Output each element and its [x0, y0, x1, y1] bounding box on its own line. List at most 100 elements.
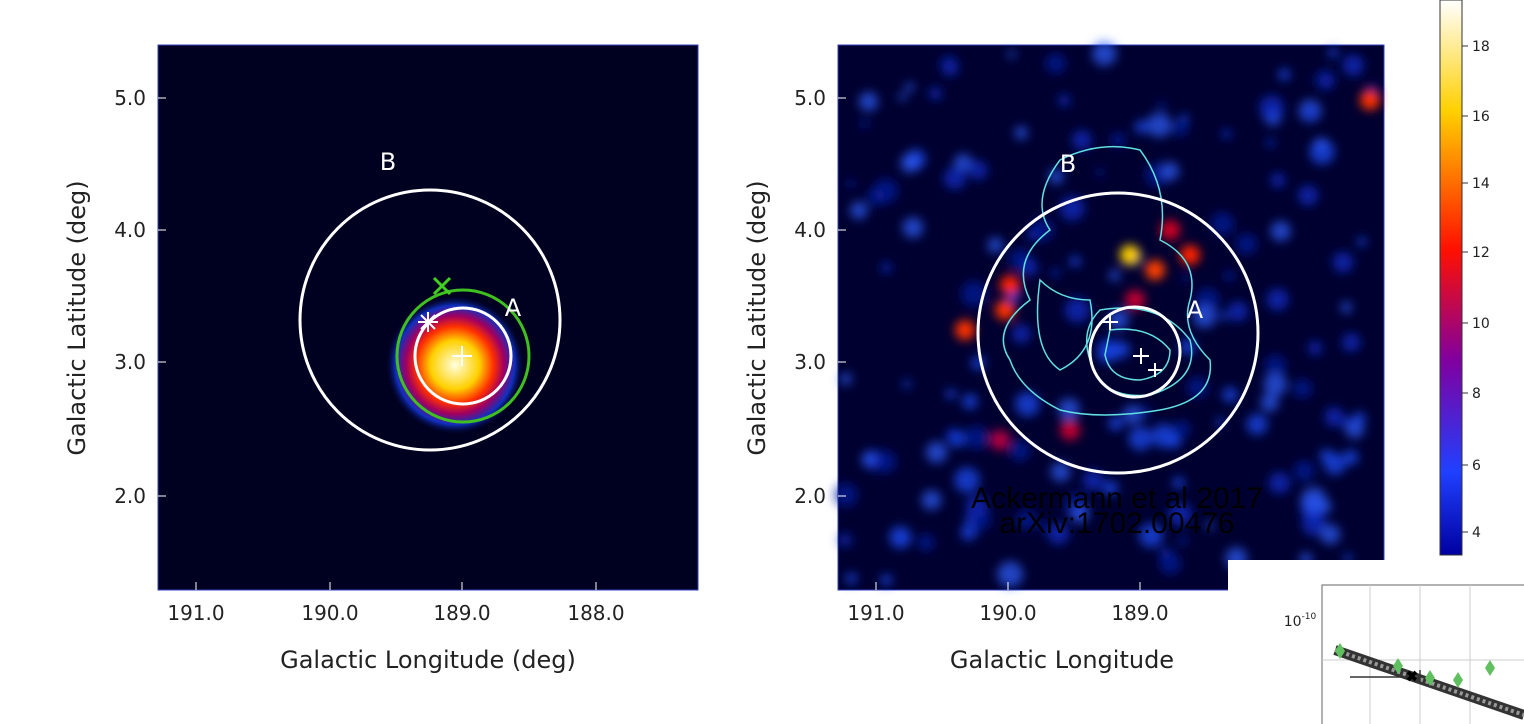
noise-spot	[954, 467, 980, 493]
noise-spot	[1324, 407, 1345, 427]
region-label: B	[380, 148, 396, 176]
noise-spot	[1222, 386, 1238, 403]
hot-spot	[1120, 245, 1140, 265]
noise-spot	[1108, 415, 1124, 431]
inset-star	[1406, 670, 1418, 682]
noise-spot	[1008, 439, 1031, 462]
hot-spot	[1000, 275, 1020, 295]
annotation: arXiv:1702.00476	[999, 507, 1234, 540]
noise-spot	[1300, 487, 1327, 513]
region-a	[413, 306, 513, 406]
annotation: Ackermann et al 2017	[971, 482, 1263, 515]
noise-spot	[880, 574, 893, 586]
colorbar-tick-label: 8	[1472, 386, 1481, 402]
y-tick-label: 4.0	[794, 218, 826, 242]
noise-spot	[898, 92, 907, 102]
noise-spot	[838, 533, 852, 547]
noise-spot	[1246, 413, 1268, 435]
noise-spot	[1340, 301, 1352, 314]
noise-spot	[1293, 460, 1315, 482]
noise-spot	[1058, 94, 1071, 107]
noise-spot	[1108, 309, 1129, 330]
noise-spot	[1179, 338, 1196, 356]
noise-spot	[1352, 411, 1366, 425]
hot-spot	[990, 430, 1010, 450]
x-tick-label: 188.0	[567, 601, 624, 625]
noise-spot	[921, 490, 942, 510]
region-label: A	[505, 294, 522, 322]
noise-spot	[858, 91, 879, 112]
noise-spot	[1102, 480, 1119, 496]
noise-spot	[1157, 100, 1167, 110]
noise-spot	[1268, 472, 1291, 494]
y-axis-label: Galactic Latitude (deg)	[63, 180, 91, 455]
hot-spot	[1180, 245, 1200, 265]
noise-spot	[1292, 378, 1313, 399]
noise-spot	[1167, 501, 1193, 527]
noise-spot	[987, 237, 1004, 253]
noise-spot	[1320, 501, 1332, 513]
noise-spot	[834, 483, 858, 507]
y-tick-label: 2.0	[794, 484, 826, 508]
noise-spot	[1303, 106, 1317, 121]
noise-spot	[1205, 520, 1214, 530]
noise-spot	[1264, 354, 1287, 377]
noise-spot	[1172, 120, 1189, 137]
noise-spot	[1342, 54, 1365, 77]
noise-spot	[1160, 161, 1180, 181]
region-b	[976, 191, 1260, 475]
hot-spot	[1125, 290, 1145, 310]
noise-spot	[1327, 47, 1339, 58]
hot-spot	[955, 320, 975, 340]
hot-spot	[995, 300, 1015, 320]
colorbar-tick-label: 6	[1472, 458, 1481, 474]
noise-spot	[1270, 220, 1291, 242]
noise-spot	[1259, 95, 1284, 120]
noise-spot	[1159, 552, 1182, 575]
noise-spot	[1314, 137, 1327, 150]
noise-spot	[873, 178, 899, 204]
noise-spot	[945, 388, 956, 400]
noise-spot	[902, 379, 912, 389]
noise-spot	[1181, 274, 1191, 283]
noise-spot	[861, 452, 876, 466]
x-tick-label: 190.0	[979, 601, 1036, 625]
noise-spot	[1342, 449, 1359, 466]
noise-spot	[1108, 269, 1121, 282]
noise-spot	[845, 572, 857, 585]
noise-spot	[1069, 255, 1081, 268]
x-tick-label: 191.0	[847, 601, 904, 625]
noise-spot	[1172, 420, 1191, 438]
markers	[1102, 314, 1162, 377]
noise-spot	[953, 153, 973, 172]
y-tick-label: 4.0	[114, 218, 146, 242]
noise-spot	[900, 153, 920, 173]
colorbar-tick-label: 12	[1472, 245, 1490, 261]
colorbar-tick-label: 18	[1472, 39, 1490, 55]
region-green	[395, 288, 531, 424]
noise-spot	[1221, 128, 1232, 140]
noise-spot	[1050, 268, 1060, 278]
plus-marker	[452, 346, 472, 366]
noise-spot	[964, 425, 989, 450]
noise-spot	[1179, 114, 1189, 123]
noise-spot	[845, 178, 856, 189]
hot-spot	[1145, 260, 1165, 280]
noise-spot	[1050, 461, 1071, 482]
noise-spot	[997, 561, 1024, 588]
noise-spot	[1015, 391, 1040, 417]
noise-spot	[1016, 509, 1038, 531]
x-tick-label: 189.0	[433, 601, 490, 625]
y-tick-label: 2.0	[114, 484, 146, 508]
inset-tick: 10-10	[1284, 612, 1317, 630]
noise-spot	[1096, 342, 1118, 364]
y-tick-label: 3.0	[114, 350, 146, 374]
region-a	[1088, 305, 1182, 399]
noise-spot	[902, 217, 924, 239]
noise-spot	[1045, 53, 1066, 74]
noise-spot	[1011, 324, 1031, 344]
noise-spot	[1047, 522, 1070, 545]
noise-spot	[1092, 41, 1117, 66]
noise-spot	[873, 450, 897, 474]
